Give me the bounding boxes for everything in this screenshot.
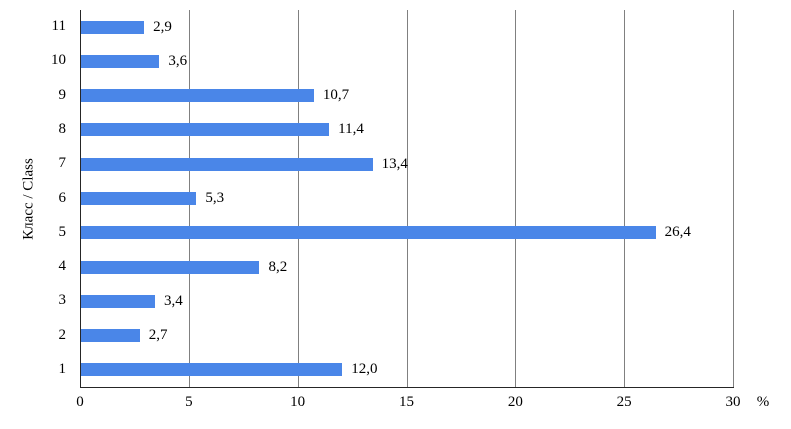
x-tick-label: 15: [399, 394, 414, 410]
gridline: [297, 10, 299, 387]
bar-row: 2,9: [81, 10, 734, 44]
x-tick-label: 25: [616, 394, 632, 410]
y-tick-label: 4: [58, 258, 67, 275]
bar-row: 8,2: [81, 250, 734, 284]
bar: [81, 260, 260, 274]
x-tick-label: 30: [725, 394, 741, 410]
bar-row: 13,4: [81, 147, 734, 181]
bar-value-label: 3,4: [164, 292, 183, 309]
y-tick-label: 10: [51, 52, 66, 69]
bar: [81, 329, 140, 343]
bar-row: 3,6: [81, 44, 734, 78]
gridline: [733, 10, 734, 387]
x-tick-label: 0: [76, 394, 84, 410]
y-tick-label: 2: [58, 326, 67, 343]
y-tick-label: 3: [58, 292, 67, 309]
bar-row: 26,4: [81, 216, 734, 250]
bar-value-label: 12,0: [351, 361, 378, 378]
gridline: [515, 10, 517, 387]
x-axis-unit-label: %: [756, 394, 770, 410]
bar-value-label: 10,7: [322, 87, 350, 104]
bar: [81, 54, 160, 68]
bar: [81, 294, 155, 308]
y-tick-label: 7: [58, 155, 67, 172]
bar-value-label: 26,4: [664, 224, 691, 241]
y-tick-label: 11: [51, 18, 66, 35]
bar-value-label: 8,2: [268, 258, 288, 275]
y-tick-label: 9: [58, 86, 67, 103]
bar-value-label: 2,9: [153, 18, 172, 35]
bar-value-label: 2,7: [148, 327, 168, 344]
bar-row: 3,4: [81, 284, 734, 318]
y-tick-label: 8: [58, 120, 67, 137]
x-tick-label: 5: [185, 394, 193, 410]
bar: [81, 191, 197, 205]
bar: [81, 363, 343, 377]
bar-row: 5,3: [81, 181, 734, 215]
gridline: [406, 10, 408, 387]
y-tick-label: 5: [58, 223, 67, 240]
bar-row: 12,0: [81, 353, 734, 387]
bar-row: 11,4: [81, 113, 734, 147]
bar: [81, 89, 314, 103]
bar-value-label: 3,6: [168, 52, 188, 69]
bar-row: 10,7: [81, 79, 734, 113]
x-tick-label: 20: [507, 394, 523, 410]
bar-value-label: 5,3: [205, 189, 225, 206]
bar: [81, 226, 656, 240]
bar-row: 2,7: [81, 318, 734, 352]
y-tick-label: 6: [58, 189, 67, 206]
bar-value-label: 11,4: [338, 121, 364, 138]
bar: [81, 123, 330, 137]
gridline: [624, 10, 626, 387]
bar-value-label: 13,4: [381, 155, 408, 172]
bar: [81, 157, 373, 171]
bar: [81, 20, 145, 34]
x-tick-label: 10: [290, 394, 306, 410]
plot-area: 2,9 3,6 10,7 11,4 13,4 5,3 26,4 8,2 3,4 2,7 12,0: [80, 10, 734, 388]
y-tick-label: 1: [58, 360, 67, 377]
